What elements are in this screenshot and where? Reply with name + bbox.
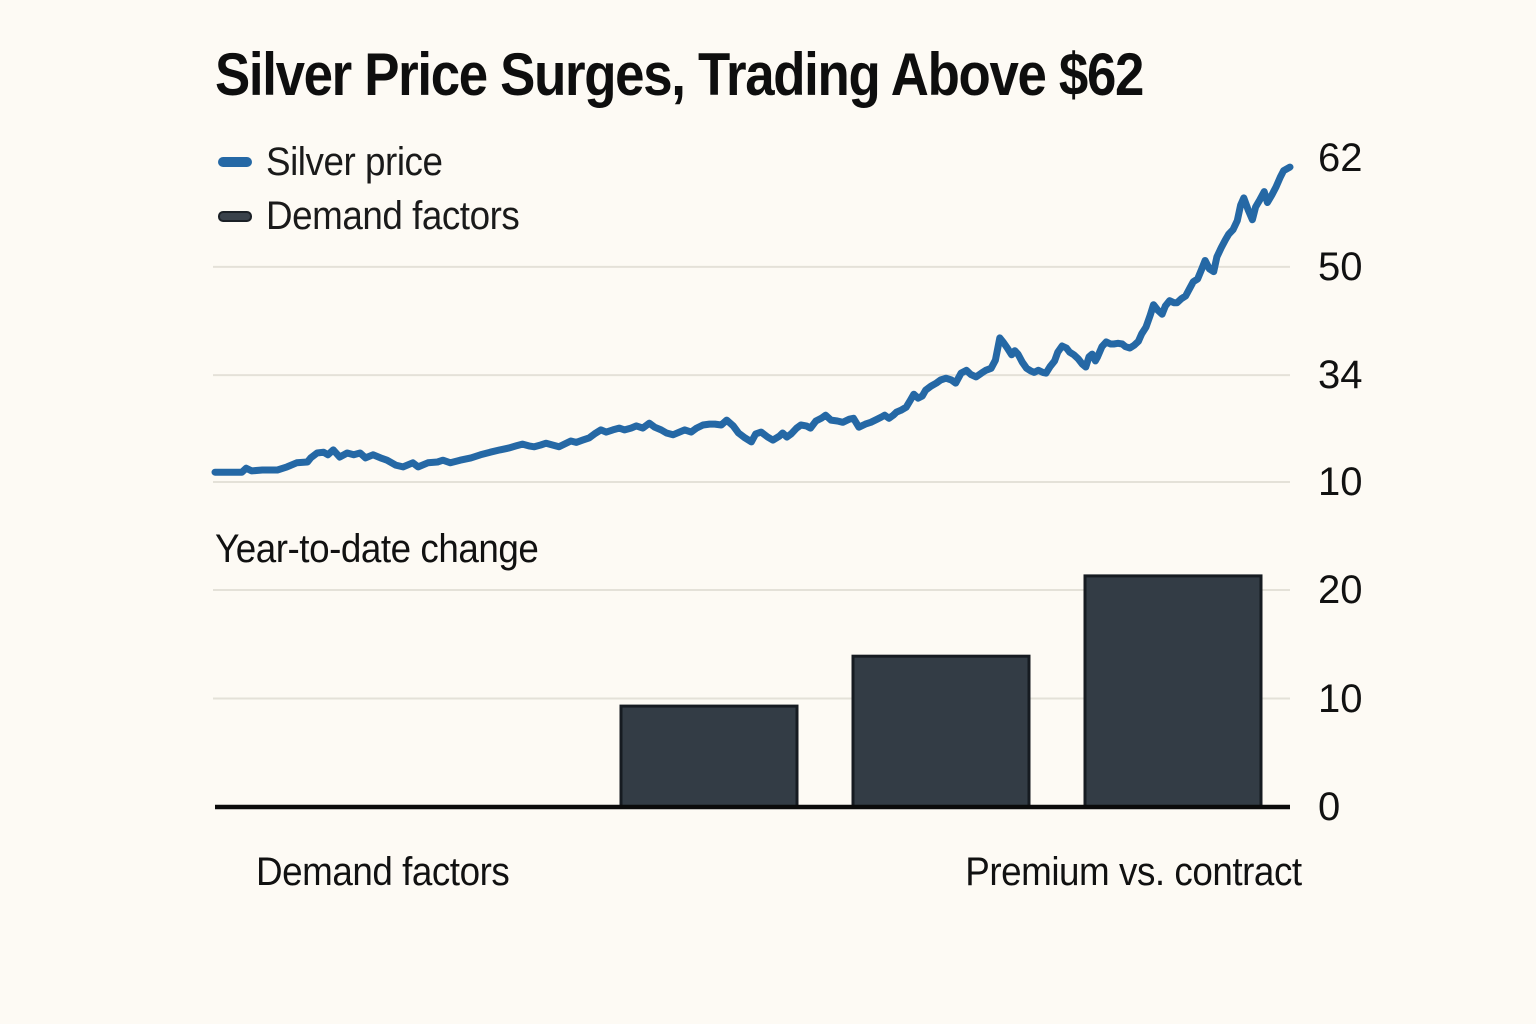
chart-title: Silver Price Surges, Trading Above $62 <box>215 41 1144 108</box>
bar-2 <box>1083 574 1263 809</box>
bar-1 <box>851 654 1031 809</box>
legend-item-demand-factors: Demand factors <box>218 189 541 243</box>
legend-item-silver-price: Silver price <box>218 135 541 189</box>
bar-0 <box>619 704 799 809</box>
y-tick-label: 10 <box>1318 676 1363 721</box>
bar-chart-subtitle: Year-to-date change <box>215 527 539 571</box>
legend-label-silver-price: Silver price <box>266 140 443 184</box>
y-tick-label: 34 <box>1318 353 1363 398</box>
demand-factors-swatch-icon <box>218 210 252 222</box>
y-tick-label: 20 <box>1318 568 1363 612</box>
legend-label-demand-factors: Demand factors <box>266 194 520 238</box>
y-tick-label: 50 <box>1318 244 1363 289</box>
y-tick-label: 62 <box>1318 136 1363 180</box>
legend: Silver price Demand factors <box>218 135 541 243</box>
category-label-demand-factors: Demand factors <box>256 850 510 894</box>
y-tick-label: 0 <box>1318 785 1341 829</box>
silver-price-swatch-icon <box>218 157 252 167</box>
category-label-premium-vs-contract: Premium vs. contract <box>965 850 1303 894</box>
silver-price-line <box>211 163 1294 476</box>
y-tick-label: 10 <box>1318 460 1363 504</box>
